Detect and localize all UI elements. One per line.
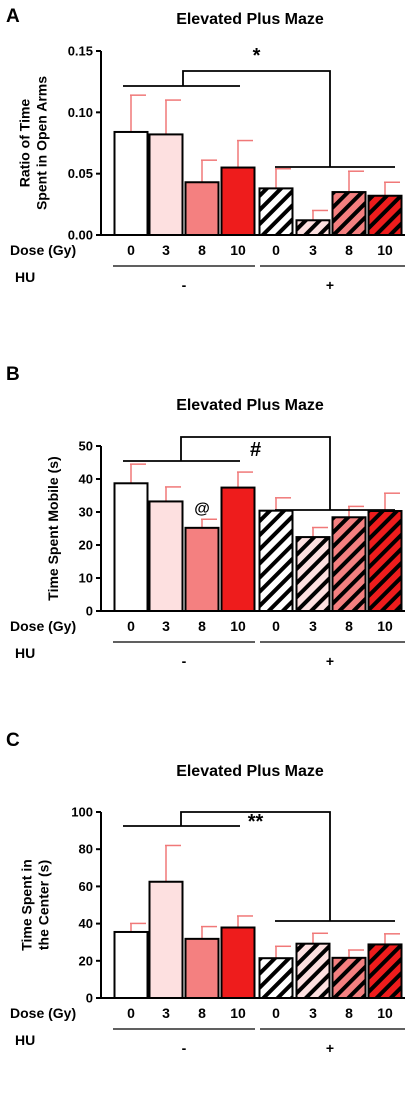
hu-group-label: - xyxy=(182,1040,187,1056)
y-tick-label: 0.15 xyxy=(68,44,93,59)
bar xyxy=(367,943,403,1000)
x-tick-label: 3 xyxy=(309,1005,317,1021)
chart-title: Elevated Plus Maze xyxy=(176,11,324,28)
x-tick-label: 3 xyxy=(162,1005,170,1021)
bar xyxy=(113,130,149,237)
y-tick-label: 80 xyxy=(79,842,93,857)
y-axis-label: Ratio of Time xyxy=(17,99,33,188)
x-tick-label: 8 xyxy=(198,618,206,634)
panel-letter: C xyxy=(6,730,20,751)
bar xyxy=(220,166,256,237)
x-tick-label: 0 xyxy=(272,618,280,634)
y-tick-label: 20 xyxy=(79,953,93,968)
panel-letter: A xyxy=(6,6,20,27)
dose-row-label: Dose (Gy) xyxy=(10,1005,76,1021)
x-tick-label: 10 xyxy=(230,1005,246,1021)
bracket-connector xyxy=(182,70,331,167)
bar xyxy=(331,956,367,999)
x-tick-label: 3 xyxy=(309,242,317,258)
bar xyxy=(258,957,294,999)
bracket-connector xyxy=(180,811,331,921)
y-tick-label: 0 xyxy=(86,604,93,619)
significance-marker: * xyxy=(253,45,261,67)
y-tick-label: 0.00 xyxy=(68,228,93,243)
hu-group-label: + xyxy=(326,653,334,669)
x-tick-label: 8 xyxy=(345,618,353,634)
bar xyxy=(258,187,294,237)
y-tick-label: 30 xyxy=(79,505,93,520)
bar xyxy=(331,516,367,613)
bar xyxy=(184,181,220,236)
x-tick-label: 10 xyxy=(377,618,393,634)
x-tick-label: 10 xyxy=(230,242,246,258)
y-tick-label: 50 xyxy=(79,439,93,454)
bar xyxy=(295,219,331,236)
bar xyxy=(184,526,220,613)
bracket-connector xyxy=(180,436,331,510)
y-tick-label: 100 xyxy=(71,805,93,820)
x-tick-label: 0 xyxy=(127,1005,135,1021)
y-axis-label: the Center (s) xyxy=(36,860,52,950)
y-tick-label: 60 xyxy=(79,879,93,894)
bar xyxy=(295,536,331,613)
x-tick-label: 0 xyxy=(127,242,135,258)
bar xyxy=(367,510,403,613)
bar xyxy=(148,880,184,999)
x-tick-label: 0 xyxy=(272,242,280,258)
x-tick-label: 0 xyxy=(127,618,135,634)
significance-marker: ** xyxy=(248,811,264,833)
chart-panel-a: A Elevated Plus Maze Ratio of Time Spent in… xyxy=(6,6,405,293)
y-axis-label: Time Spent in xyxy=(19,859,35,951)
x-tick-label: 0 xyxy=(272,1005,280,1021)
bar-annotation: @ xyxy=(194,500,210,517)
bar xyxy=(367,194,403,237)
hu-group-label: + xyxy=(326,1040,334,1056)
bar xyxy=(220,486,256,612)
x-tick-label: 8 xyxy=(198,242,206,258)
hu-group-label: - xyxy=(182,277,187,293)
x-tick-label: 3 xyxy=(162,618,170,634)
x-tick-label: 10 xyxy=(377,242,393,258)
x-tick-label: 10 xyxy=(230,618,246,634)
dose-row-label: Dose (Gy) xyxy=(10,618,76,634)
x-tick-label: 8 xyxy=(345,1005,353,1021)
dose-row-label: Dose (Gy) xyxy=(10,242,76,258)
y-axis-label: Time Spent Mobile (s) xyxy=(45,456,61,600)
bar xyxy=(331,191,367,236)
bar xyxy=(184,937,220,999)
y-axis-label: Spent in Open Arms xyxy=(34,76,50,210)
x-tick-label: 8 xyxy=(198,1005,206,1021)
hu-group-label: - xyxy=(182,653,187,669)
panel-letter: B xyxy=(6,364,20,385)
x-tick-label: 3 xyxy=(309,618,317,634)
chart-panel-b: B Elevated Plus Maze Time Spent Mobile (s)… xyxy=(6,364,405,669)
bar xyxy=(113,930,149,999)
chart-title: Elevated Plus Maze xyxy=(176,397,324,414)
bar xyxy=(148,500,184,612)
chart-title: Elevated Plus Maze xyxy=(176,763,324,780)
bar xyxy=(220,926,256,999)
x-tick-label: 8 xyxy=(345,242,353,258)
x-tick-label: 3 xyxy=(162,242,170,258)
bar xyxy=(148,133,184,236)
significance-marker: # xyxy=(250,439,261,461)
bar xyxy=(295,942,331,999)
hu-row-label: HU xyxy=(15,645,35,661)
bar xyxy=(258,509,294,612)
y-tick-label: 40 xyxy=(79,916,93,931)
y-tick-label: 40 xyxy=(79,472,93,487)
y-tick-label: 0.10 xyxy=(68,105,93,120)
hu-row-label: HU xyxy=(15,269,35,285)
y-tick-label: 0.05 xyxy=(68,166,93,181)
y-tick-label: 0 xyxy=(86,991,93,1006)
y-tick-label: 10 xyxy=(79,571,93,586)
hu-group-label: + xyxy=(326,277,334,293)
chart-panel-c: C Elevated Plus Maze Time Spent in the Cent… xyxy=(6,730,405,1056)
hu-row-label: HU xyxy=(15,1032,35,1048)
x-tick-label: 10 xyxy=(377,1005,393,1021)
bar xyxy=(113,482,149,613)
y-tick-label: 20 xyxy=(79,538,93,553)
